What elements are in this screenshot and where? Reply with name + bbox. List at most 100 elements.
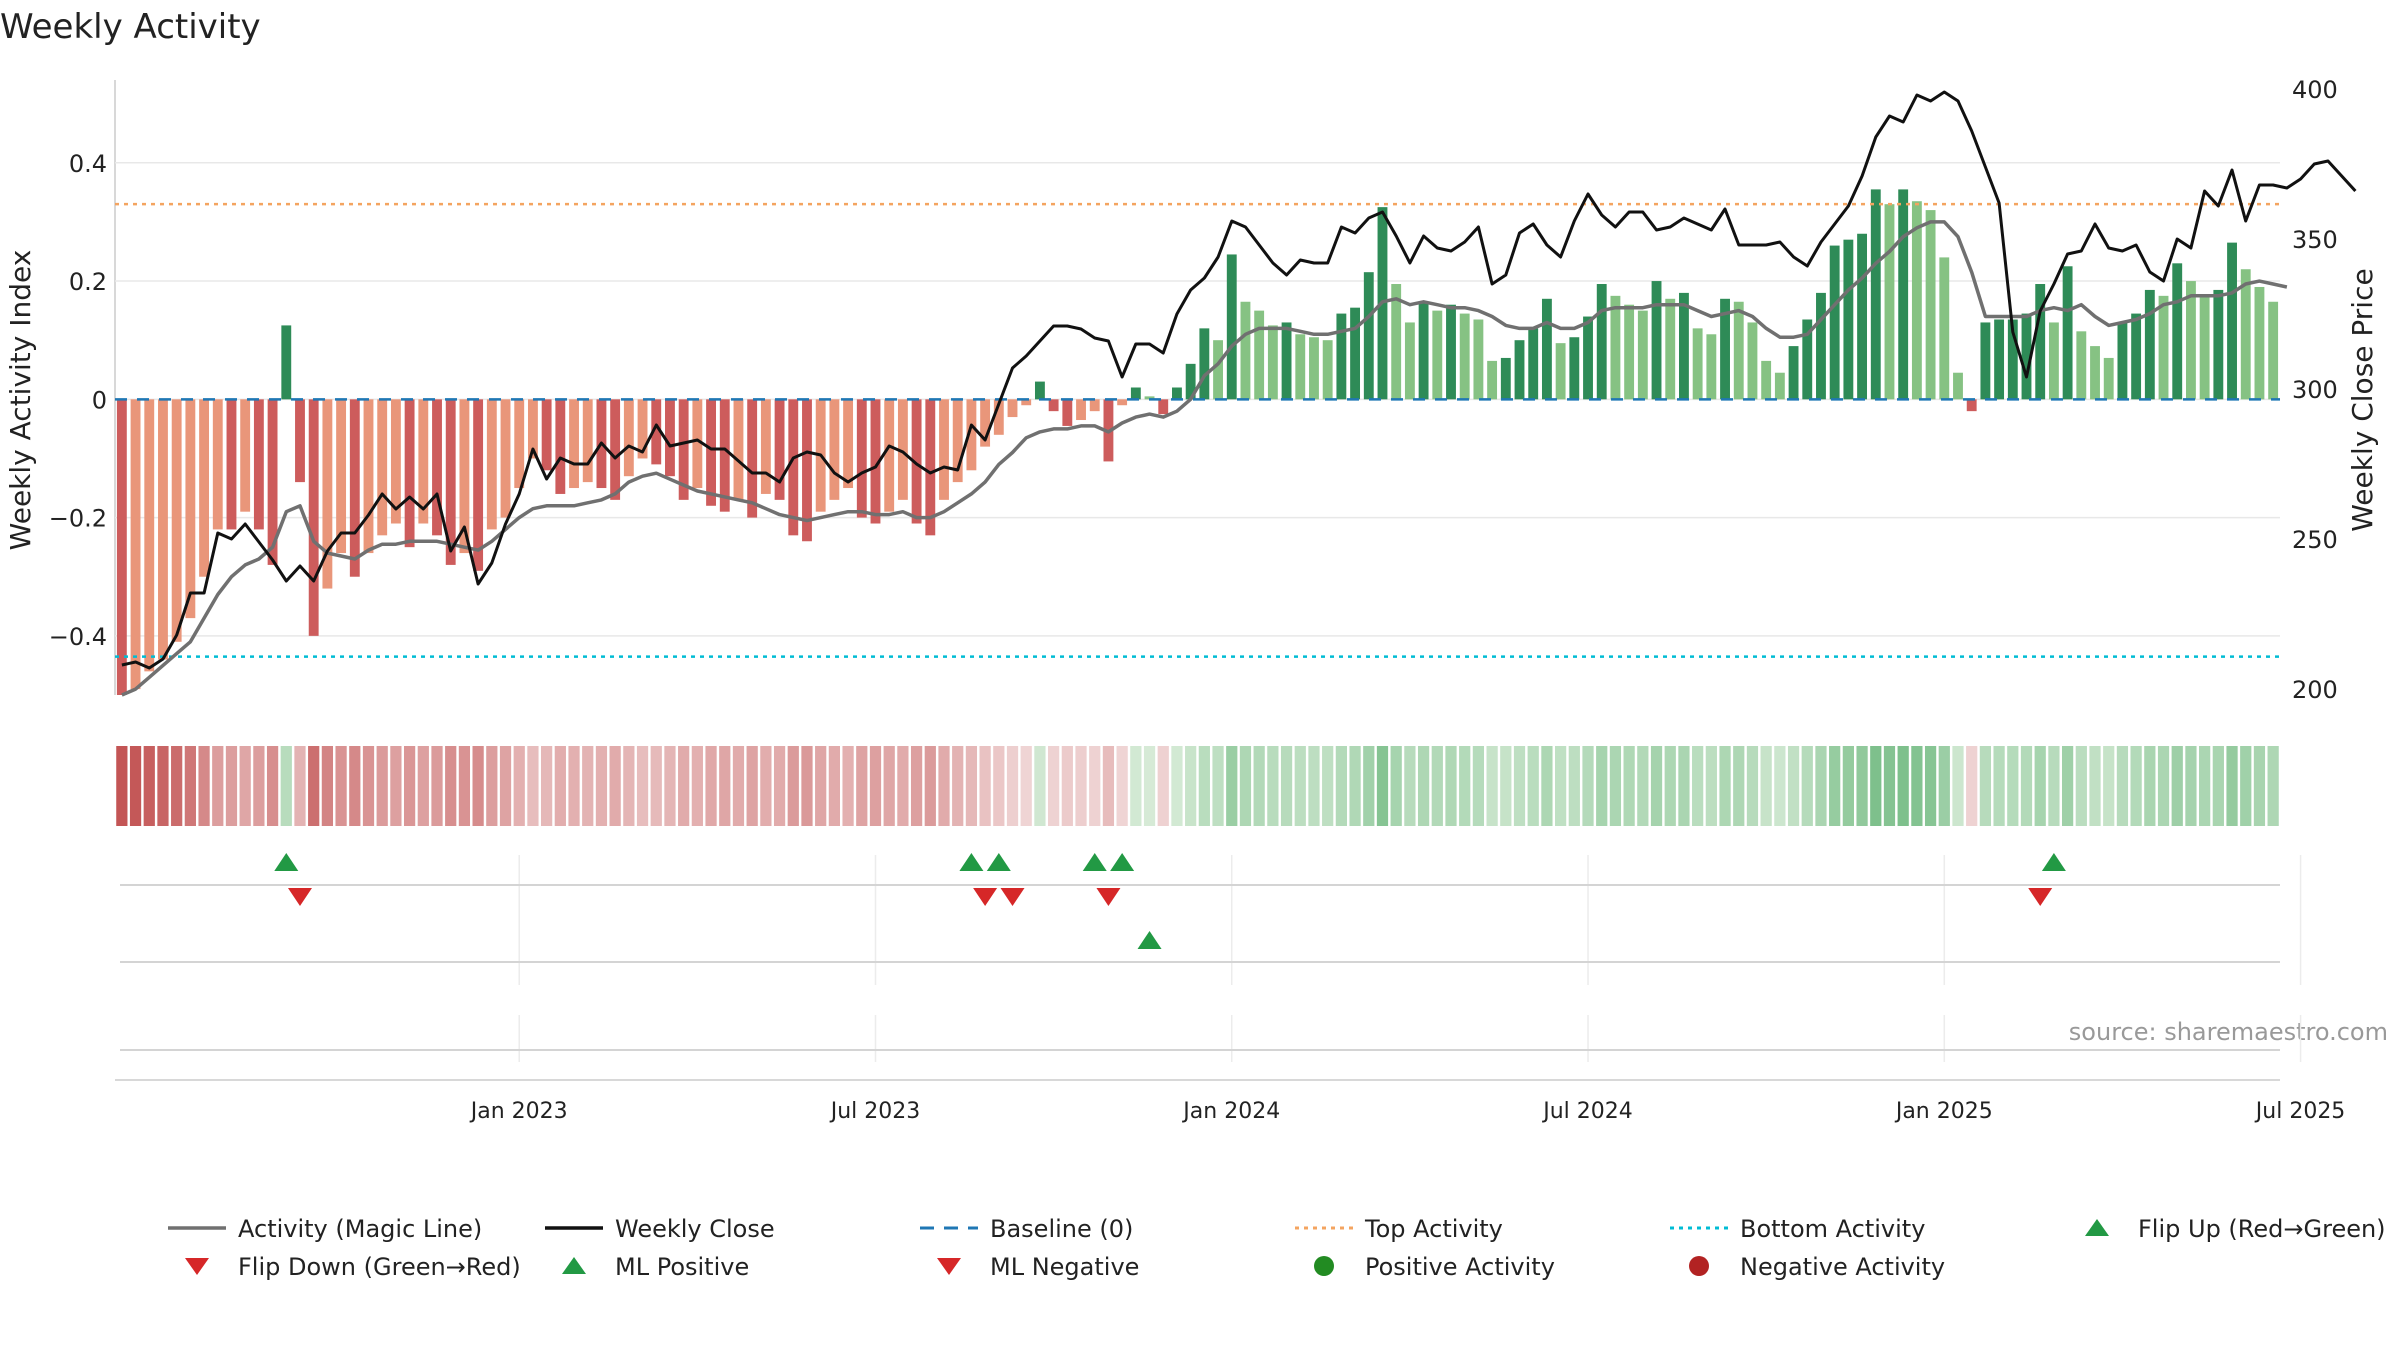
regime-cell: [253, 746, 265, 826]
regime-cell: [582, 746, 594, 826]
regime-cell: [2061, 746, 2074, 826]
regime-cell: [938, 746, 950, 826]
legend-label: Weekly Close: [615, 1215, 775, 1243]
regime-cell: [1938, 746, 1950, 826]
regime-cell: [1979, 746, 1992, 826]
regime-cell: [1637, 746, 1649, 826]
regime-cell: [1198, 746, 1210, 826]
flip-down-marker: [2028, 888, 2053, 906]
regime-cell: [678, 746, 690, 826]
regime-cell: [184, 746, 196, 826]
activity-bar: [130, 399, 141, 690]
regime-cell: [1883, 746, 1896, 826]
activity-bar: [1610, 295, 1621, 400]
activity-bar: [706, 399, 716, 506]
regime-cell: [527, 746, 539, 826]
regime-cell: [1486, 746, 1498, 826]
regime-cell: [2253, 746, 2266, 826]
activity-bar: [774, 399, 785, 500]
activity-bar: [1651, 281, 1662, 400]
legend-swatch-triangle-down: [185, 1258, 209, 1275]
activity-bar: [1350, 307, 1361, 400]
regime-cell: [1774, 746, 1786, 826]
regime-cell: [883, 746, 895, 826]
activity-bar: [158, 399, 168, 660]
regime-cell: [1705, 746, 1717, 826]
regime-cell: [1020, 746, 1032, 826]
activity-bar: [1624, 304, 1635, 400]
axis-ticks: 0.4 0.2 0 −0.2 −0.4 400 350 300 250 200 Jan 2023 Ju…: [49, 76, 2346, 1124]
regime-cell: [1554, 746, 1567, 826]
regime-cell: [979, 746, 991, 826]
regime-cell: [513, 746, 525, 826]
regime-cell: [609, 746, 621, 826]
activity-bar: [1363, 272, 1374, 400]
activity-bar: [1884, 204, 1895, 400]
activity-bar: [240, 399, 251, 512]
activity-bar: [952, 399, 963, 483]
activity-bar: [692, 399, 703, 489]
activity-bar: [610, 399, 621, 500]
regime-cell: [1212, 746, 1224, 826]
activity-bar: [1281, 322, 1292, 400]
activity-bar: [1733, 301, 1744, 400]
activity-bar: [2048, 322, 2059, 400]
activity-bar: [1295, 334, 1306, 400]
regime-cell: [1513, 746, 1526, 826]
regime-cell: [1459, 746, 1471, 826]
regime-cell: [1911, 746, 1923, 826]
regime-cell: [952, 746, 964, 826]
regime-cell: [760, 746, 772, 826]
regime-cell: [2048, 746, 2060, 826]
regime-cell: [486, 746, 498, 826]
activity-bar: [1925, 210, 1936, 400]
activity-bar: [1130, 387, 1141, 400]
activity-bar: [1144, 396, 1155, 400]
regime-cell: [2089, 746, 2101, 826]
activity-bar: [144, 399, 155, 672]
regime-cell: [2034, 746, 2046, 826]
activity-bar: [1761, 360, 1772, 400]
regime-cell: [1171, 746, 1183, 826]
y-axis-label-left: Weekly Activity Index: [4, 250, 37, 551]
regime-cell: [2007, 746, 2019, 826]
activity-bar: [253, 399, 264, 530]
regime-cell: [1431, 746, 1443, 826]
regime-cell: [2226, 746, 2238, 826]
legend-item: Top Activity: [1295, 1215, 1503, 1243]
activity-bar: [884, 399, 895, 512]
regime-cell: [1829, 746, 1841, 826]
regime-cell: [403, 746, 416, 826]
weekly-close-line: [121, 90, 2357, 670]
regime-cell: [1116, 746, 1128, 826]
legend-item: Baseline (0): [920, 1215, 1133, 1243]
regime-cell: [1322, 746, 1334, 826]
grid-lines: [114, 80, 2302, 1081]
activity-bar: [760, 399, 771, 494]
activity-bar: [2007, 319, 2018, 400]
activity-bar: [1692, 328, 1703, 400]
regime-cell: [2157, 746, 2170, 826]
regime-cell: [2212, 746, 2224, 826]
flip-up-marker: [1110, 853, 1135, 871]
regime-cell: [1870, 746, 1882, 826]
activity-bar: [1788, 346, 1799, 400]
regime-cell: [349, 746, 361, 826]
activity-bar: [897, 399, 908, 500]
regime-cell: [1089, 746, 1101, 826]
legend-item: Bottom Activity: [1670, 1215, 1925, 1243]
regime-cell: [1034, 746, 1046, 826]
y-right-tick-label: 300: [2292, 376, 2338, 404]
activity-bar: [541, 399, 552, 471]
regime-cell: [1363, 746, 1375, 826]
regime-cell: [1678, 746, 1690, 826]
regime-cell: [1897, 746, 1909, 826]
legend-item: Negative Activity: [1689, 1253, 1945, 1281]
activity-bar: [802, 399, 812, 542]
regime-cell: [1719, 746, 1731, 826]
activity-bar: [418, 399, 429, 524]
regime-cell: [705, 746, 717, 826]
activity-bar: [2062, 266, 2073, 400]
regime-cell: [746, 746, 758, 826]
